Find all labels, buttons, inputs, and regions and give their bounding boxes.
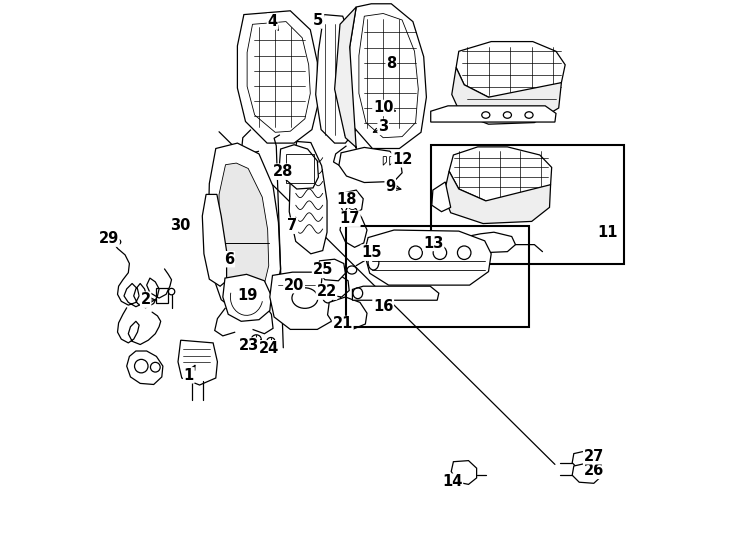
Text: 24: 24	[258, 341, 279, 356]
Polygon shape	[321, 274, 349, 297]
Text: 23: 23	[239, 338, 259, 353]
Text: 6: 6	[225, 252, 234, 267]
Polygon shape	[573, 463, 601, 483]
Text: 22: 22	[316, 284, 337, 299]
Polygon shape	[237, 11, 319, 143]
Polygon shape	[280, 145, 319, 189]
Polygon shape	[443, 171, 550, 224]
Polygon shape	[289, 141, 327, 254]
Text: 7: 7	[288, 218, 297, 233]
Polygon shape	[327, 297, 367, 329]
Text: 16: 16	[373, 299, 393, 314]
Bar	[156, 288, 168, 303]
Text: 28: 28	[273, 164, 294, 179]
Polygon shape	[452, 68, 562, 124]
Text: 1: 1	[184, 368, 194, 383]
Polygon shape	[203, 194, 227, 286]
Text: 20: 20	[284, 278, 305, 293]
Text: 26: 26	[584, 463, 604, 478]
Polygon shape	[431, 106, 556, 122]
Text: 30: 30	[170, 218, 191, 233]
Polygon shape	[573, 450, 601, 471]
Polygon shape	[219, 163, 269, 300]
Polygon shape	[127, 351, 163, 384]
Text: 15: 15	[361, 245, 382, 260]
Polygon shape	[390, 157, 393, 165]
Text: 11: 11	[597, 225, 617, 240]
Polygon shape	[178, 340, 217, 385]
Bar	[346, 226, 529, 327]
Polygon shape	[364, 230, 491, 285]
Polygon shape	[449, 147, 552, 201]
Polygon shape	[352, 286, 439, 300]
Polygon shape	[451, 461, 476, 484]
Text: 12: 12	[392, 152, 413, 167]
Text: 18: 18	[336, 192, 357, 207]
Text: 2: 2	[140, 292, 150, 307]
Text: 25: 25	[313, 262, 333, 278]
Polygon shape	[270, 272, 341, 329]
Text: 8: 8	[386, 56, 396, 71]
Polygon shape	[456, 42, 565, 97]
Polygon shape	[319, 259, 346, 281]
Polygon shape	[208, 143, 280, 313]
Bar	[431, 145, 624, 264]
Polygon shape	[348, 4, 426, 148]
Text: 14: 14	[442, 474, 462, 489]
Text: 27: 27	[584, 449, 604, 464]
Text: 21: 21	[333, 316, 353, 332]
Polygon shape	[383, 157, 386, 165]
Text: 3: 3	[378, 119, 388, 134]
Text: 19: 19	[237, 288, 258, 303]
Polygon shape	[339, 147, 402, 183]
Polygon shape	[396, 157, 399, 165]
Text: 10: 10	[373, 100, 393, 116]
Text: 17: 17	[340, 211, 360, 226]
Polygon shape	[335, 7, 356, 149]
Text: 9: 9	[385, 179, 396, 194]
Polygon shape	[340, 207, 367, 247]
Polygon shape	[223, 274, 272, 321]
Text: 29: 29	[99, 231, 119, 246]
Polygon shape	[316, 15, 359, 143]
Polygon shape	[432, 182, 451, 212]
Text: 13: 13	[424, 235, 443, 251]
Text: 5: 5	[313, 13, 324, 28]
Text: 4: 4	[267, 14, 277, 29]
Polygon shape	[465, 232, 515, 253]
Bar	[286, 154, 314, 183]
Polygon shape	[403, 157, 406, 165]
